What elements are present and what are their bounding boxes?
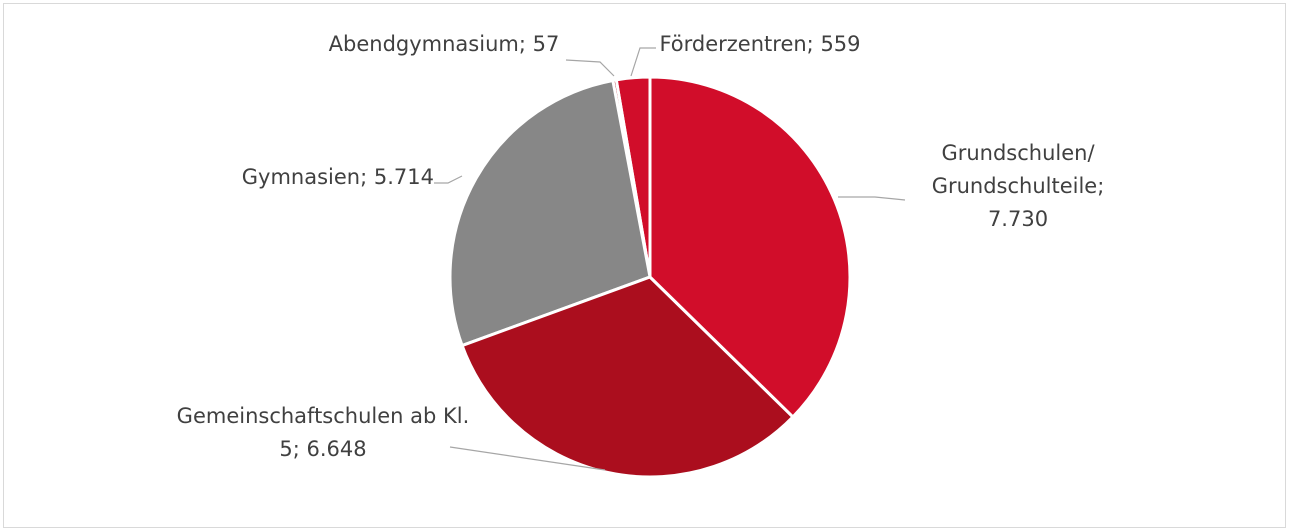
category-label: Gemeinschaftschulen ab Kl. 5; <box>176 404 470 461</box>
category-label: Förderzentren; <box>659 32 814 56</box>
category-label: Grundschulen/ Grundschulteile; <box>931 141 1105 198</box>
leader-line <box>565 59 615 77</box>
slice-label: Gymnasien; 5.714 <box>150 161 434 194</box>
value-label: 7.730 <box>987 207 1049 231</box>
slice-label: Abendgymnasium; 57 <box>310 28 578 61</box>
pie-slice <box>448 78 652 348</box>
value-label: 6.648 <box>306 437 367 461</box>
leader-line <box>838 196 906 201</box>
value-label: 559 <box>820 32 861 56</box>
slice-label: Grundschulen/ Grundschulteile; 7.730 <box>900 137 1136 236</box>
category-label: Abendgymnasium; <box>328 32 526 56</box>
pie-slice <box>648 75 852 420</box>
value-label: 57 <box>532 32 560 56</box>
pie-slice <box>460 275 796 479</box>
category-label: Gymnasien; <box>241 165 368 189</box>
leader-line <box>434 175 463 184</box>
chart-frame <box>3 3 1286 528</box>
value-label: 5.714 <box>373 165 434 189</box>
slice-label: Förderzentren; 559 <box>640 28 880 61</box>
leader-line <box>630 47 656 77</box>
slice-label: Gemeinschaftschulen ab Kl. 5; 6.648 <box>170 400 476 466</box>
leader-line <box>449 446 606 471</box>
